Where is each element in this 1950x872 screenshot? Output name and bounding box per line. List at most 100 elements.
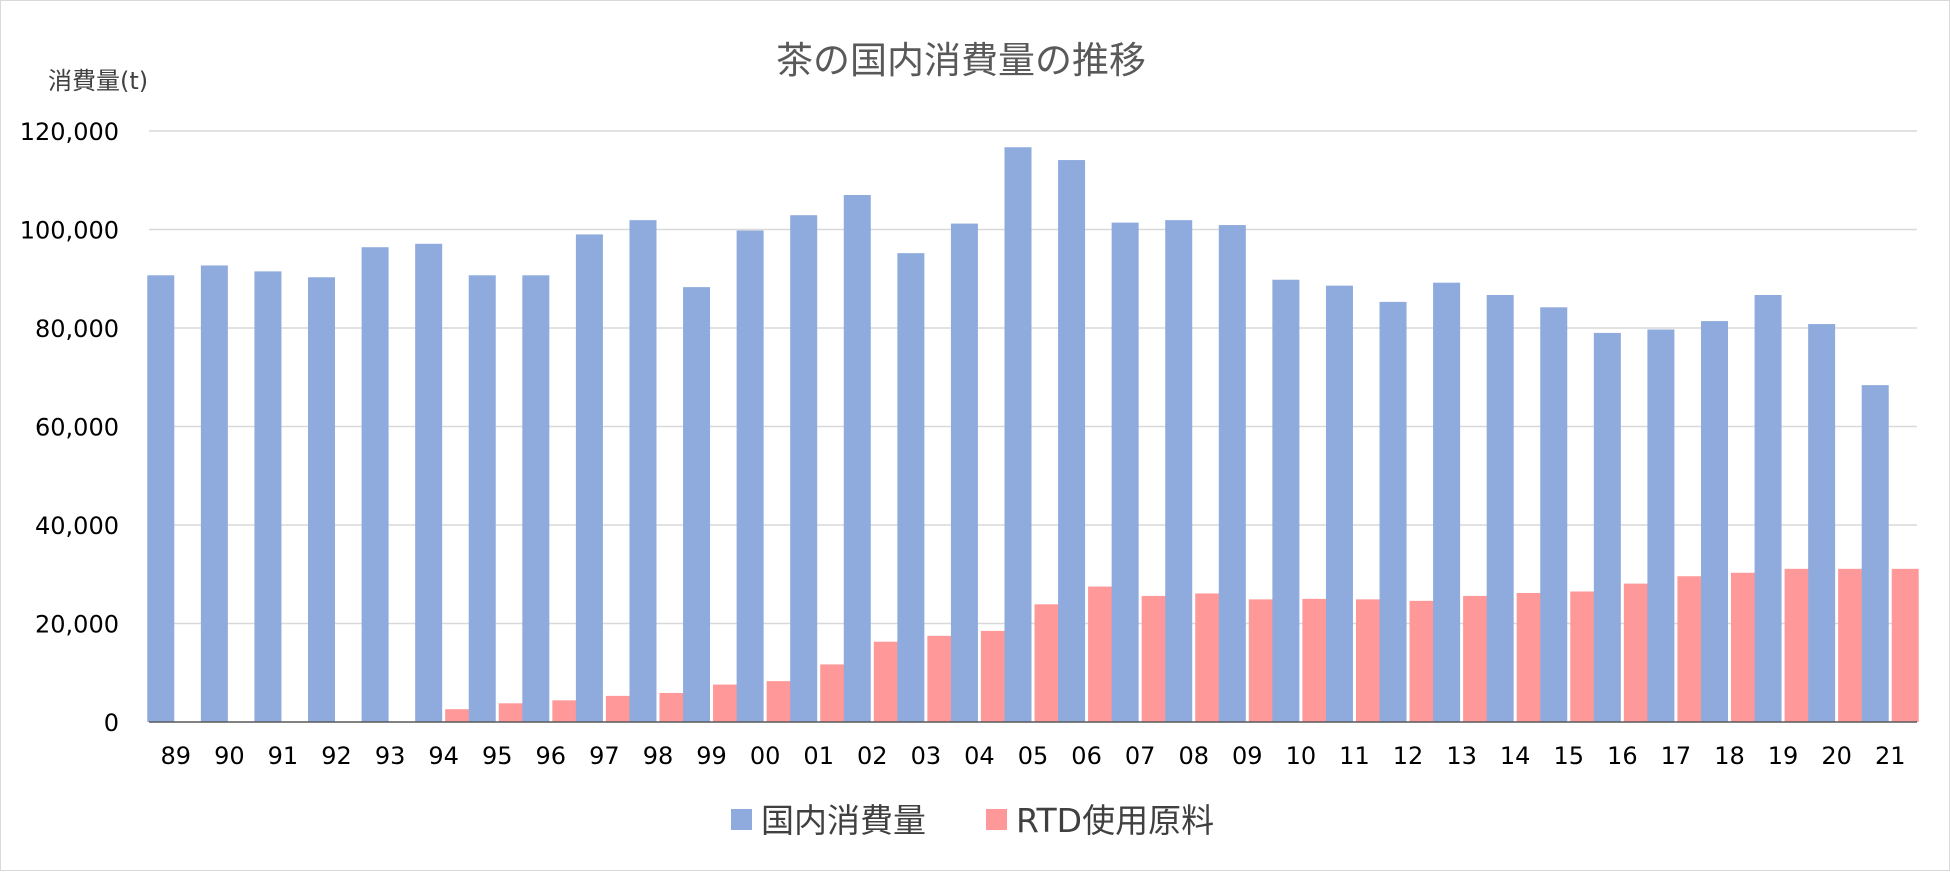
x-tick-label: 11 xyxy=(1339,742,1370,770)
bar-rtd-99 xyxy=(713,684,741,722)
bar-rtd-95 xyxy=(498,703,526,722)
x-tick-label: 15 xyxy=(1553,742,1584,770)
bar-domestic-13 xyxy=(1433,282,1461,722)
bar-domestic-05 xyxy=(1004,147,1032,722)
x-tick-label: 98 xyxy=(643,742,674,770)
bar-domestic-12 xyxy=(1379,301,1407,722)
bar-domestic-15 xyxy=(1540,307,1568,722)
x-tick-label: 01 xyxy=(803,742,834,770)
bar-domestic-21 xyxy=(1861,385,1889,722)
bar-domestic-01 xyxy=(790,215,818,722)
x-tick-label: 07 xyxy=(1125,742,1156,770)
x-tick-label: 99 xyxy=(696,742,727,770)
bar-domestic-98 xyxy=(629,220,657,722)
x-tick-label: 93 xyxy=(375,742,406,770)
legend-label-domestic: 国内消費量 xyxy=(761,801,926,840)
bar-domestic-06 xyxy=(1058,160,1086,722)
y-tick-label: 60,000 xyxy=(35,414,119,442)
bar-domestic-18 xyxy=(1700,321,1728,722)
x-tick-label: 21 xyxy=(1875,742,1906,770)
bar-rtd-13 xyxy=(1463,595,1491,722)
bar-rtd-15 xyxy=(1570,591,1598,722)
bar-rtd-11 xyxy=(1355,599,1383,722)
x-tick-label: 89 xyxy=(161,742,192,770)
bar-domestic-93 xyxy=(361,247,389,723)
bar-rtd-07 xyxy=(1141,595,1169,722)
legend-swatch-domestic xyxy=(731,809,752,830)
legend: 国内消費量 RTD使用原料 xyxy=(731,801,1214,840)
bar-rtd-98 xyxy=(659,692,687,722)
bar-rtd-00 xyxy=(766,681,794,722)
bar-domestic-96 xyxy=(522,275,550,722)
y-tick-label: 20,000 xyxy=(35,611,119,639)
bar-domestic-14 xyxy=(1486,295,1514,722)
bar-rtd-08 xyxy=(1195,593,1223,722)
bar-rtd-01 xyxy=(820,664,848,722)
bar-rtd-18 xyxy=(1730,572,1758,722)
x-tick-label: 06 xyxy=(1071,742,1102,770)
bar-rtd-03 xyxy=(927,635,955,722)
bar-rtd-19 xyxy=(1784,568,1812,722)
x-tick-label: 14 xyxy=(1500,742,1531,770)
bar-rtd-20 xyxy=(1838,568,1866,722)
bar-domestic-97 xyxy=(575,234,603,723)
x-tick-label: 19 xyxy=(1768,742,1799,770)
x-tick-label: 03 xyxy=(911,742,942,770)
y-tick-label: 120,000 xyxy=(20,118,119,146)
bar-rtd-14 xyxy=(1516,592,1544,722)
bar-rtd-16 xyxy=(1623,583,1651,722)
x-tick-label: 97 xyxy=(589,742,620,770)
x-tick-label: 20 xyxy=(1821,742,1852,770)
bar-domestic-11 xyxy=(1325,285,1353,722)
bar-domestic-89 xyxy=(147,275,175,722)
bar-rtd-04 xyxy=(980,630,1008,722)
bar-domestic-90 xyxy=(200,265,228,722)
bar-domestic-19 xyxy=(1754,295,1782,722)
gridlines xyxy=(149,130,1917,625)
x-tick-label: 16 xyxy=(1607,742,1638,770)
bar-domestic-07 xyxy=(1111,222,1139,723)
x-tick-label: 92 xyxy=(321,742,352,770)
bars xyxy=(147,147,1919,723)
x-axis-ticks: 89 90 91 92 93 94 95 96 97 98 99 00 01 02 03 04 05 06 07 08… xyxy=(161,742,1906,770)
bar-rtd-17 xyxy=(1677,576,1705,722)
x-tick-label: 05 xyxy=(1018,742,1049,770)
x-tick-label: 91 xyxy=(268,742,299,770)
y-tick-label: 0 xyxy=(104,709,119,737)
bar-rtd-21 xyxy=(1891,568,1919,722)
bar-domestic-95 xyxy=(468,275,496,722)
bar-domestic-20 xyxy=(1808,324,1836,722)
x-tick-label: 90 xyxy=(214,742,245,770)
bar-domestic-91 xyxy=(254,271,282,722)
legend-label-rtd: RTD使用原料 xyxy=(1016,801,1214,840)
x-tick-label: 17 xyxy=(1661,742,1692,770)
bar-rtd-12 xyxy=(1409,600,1437,722)
y-tick-label: 40,000 xyxy=(35,512,119,540)
x-tick-label: 00 xyxy=(750,742,781,770)
bar-domestic-03 xyxy=(897,253,925,722)
bar-rtd-10 xyxy=(1302,598,1330,722)
x-tick-label: 96 xyxy=(536,742,567,770)
legend-swatch-rtd xyxy=(986,809,1007,830)
bar-domestic-09 xyxy=(1218,225,1246,722)
x-tick-label: 09 xyxy=(1232,742,1263,770)
bar-domestic-99 xyxy=(683,287,711,722)
x-tick-label: 95 xyxy=(482,742,513,770)
bar-rtd-94 xyxy=(445,709,473,722)
x-tick-label: 02 xyxy=(857,742,888,770)
bar-rtd-05 xyxy=(1034,604,1062,722)
x-tick-label: 10 xyxy=(1286,742,1317,770)
x-tick-label: 08 xyxy=(1178,742,1209,770)
x-tick-label: 94 xyxy=(428,742,459,770)
x-tick-label: 12 xyxy=(1393,742,1424,770)
bar-domestic-92 xyxy=(308,277,336,722)
bar-rtd-09 xyxy=(1248,599,1276,722)
bar-domestic-17 xyxy=(1647,329,1675,722)
x-tick-label: 04 xyxy=(964,742,995,770)
y-axis-label: 消費量(t) xyxy=(48,67,148,95)
bar-rtd-97 xyxy=(605,695,633,722)
bar-domestic-10 xyxy=(1272,279,1300,722)
bar-domestic-00 xyxy=(736,230,764,723)
